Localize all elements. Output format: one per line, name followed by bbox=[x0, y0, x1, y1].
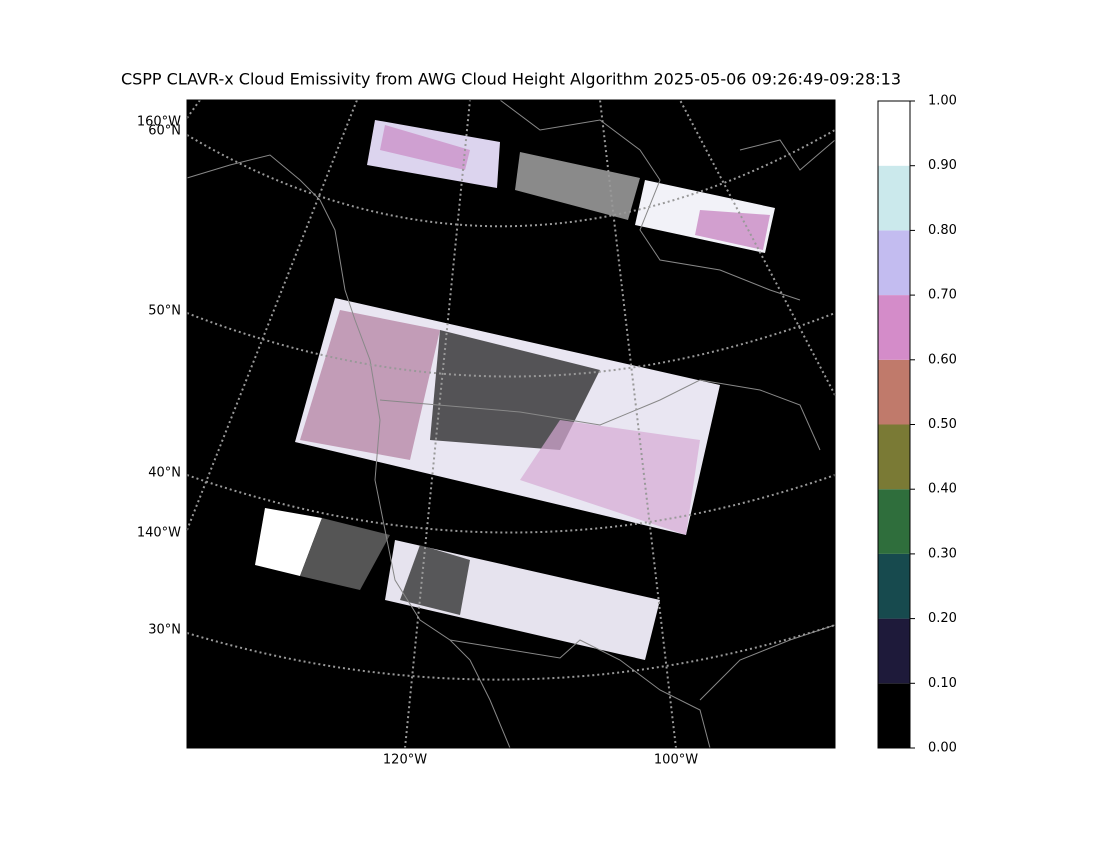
colorbar-segment bbox=[878, 165, 910, 231]
swath-detail bbox=[520, 420, 700, 535]
coastline bbox=[499, 99, 801, 301]
colorbar-tick-label: 0.90 bbox=[928, 158, 957, 173]
colorbar-segment bbox=[878, 618, 910, 684]
border bbox=[379, 379, 821, 451]
swath bbox=[300, 518, 390, 590]
colorbar-segment bbox=[878, 553, 910, 619]
lon-label: 100°W bbox=[654, 753, 698, 768]
colorbar-segment bbox=[878, 359, 910, 425]
swath bbox=[515, 152, 640, 220]
colorbar-tick-label: 0.20 bbox=[928, 611, 957, 626]
swath bbox=[255, 508, 322, 576]
colorbar-tick-label: 0.60 bbox=[928, 352, 957, 367]
colorbar-segment bbox=[878, 230, 910, 296]
colorbar-tick-label: 0.30 bbox=[928, 546, 957, 561]
lat-label: 40°N bbox=[148, 466, 181, 481]
coastline bbox=[699, 624, 836, 701]
title: CSPP CLAVR-x Cloud Emissivity from AWG C… bbox=[121, 70, 901, 89]
lat-label: 60°N bbox=[148, 124, 181, 139]
meridian bbox=[186, 99, 358, 531]
colorbar-segment bbox=[878, 683, 910, 748]
meridian bbox=[599, 99, 677, 749]
colorbar-tick-label: 0.50 bbox=[928, 417, 957, 432]
colorbar-tick-label: 1.00 bbox=[928, 94, 957, 109]
lon-label: 140°W bbox=[137, 526, 181, 541]
map-frame bbox=[186, 99, 836, 749]
lon-label: 160°W bbox=[137, 115, 181, 130]
colorbar-tick-label: 0.00 bbox=[928, 741, 957, 756]
border bbox=[449, 639, 711, 749]
coastline bbox=[739, 139, 836, 171]
lat-label: 50°N bbox=[148, 304, 181, 319]
parallel bbox=[186, 312, 836, 378]
parallel bbox=[186, 129, 836, 228]
coastlines bbox=[186, 99, 836, 749]
colorbar-segment bbox=[878, 295, 910, 360]
parallel bbox=[186, 474, 836, 534]
graticule bbox=[186, 99, 836, 749]
swath-detail bbox=[400, 545, 470, 615]
meridian bbox=[186, 99, 201, 119]
colorbar-tick-label: 0.40 bbox=[928, 482, 957, 497]
colorbar-segment bbox=[878, 101, 910, 166]
colorbar-segment bbox=[878, 489, 910, 554]
lat-label: 30°N bbox=[148, 623, 181, 638]
swath-detail bbox=[430, 330, 600, 450]
meridian bbox=[404, 99, 471, 749]
colorbar-tick-label: 0.80 bbox=[928, 223, 957, 238]
colorbar-segment bbox=[878, 424, 910, 490]
lon-label: 120°W bbox=[383, 753, 427, 768]
cloud-swaths bbox=[255, 120, 775, 660]
swath-detail bbox=[300, 310, 440, 460]
colorbar-tick-label: 0.70 bbox=[928, 288, 957, 303]
colorbar: 0.00 0.10 0.20 0.30 0.40 0.50 0.60 0.70 0.80 0.90… bbox=[877, 94, 957, 756]
swath-detail bbox=[695, 210, 770, 250]
colorbar-tick-label: 0.10 bbox=[928, 676, 957, 691]
swath-detail bbox=[380, 125, 470, 170]
meridian bbox=[679, 99, 836, 396]
